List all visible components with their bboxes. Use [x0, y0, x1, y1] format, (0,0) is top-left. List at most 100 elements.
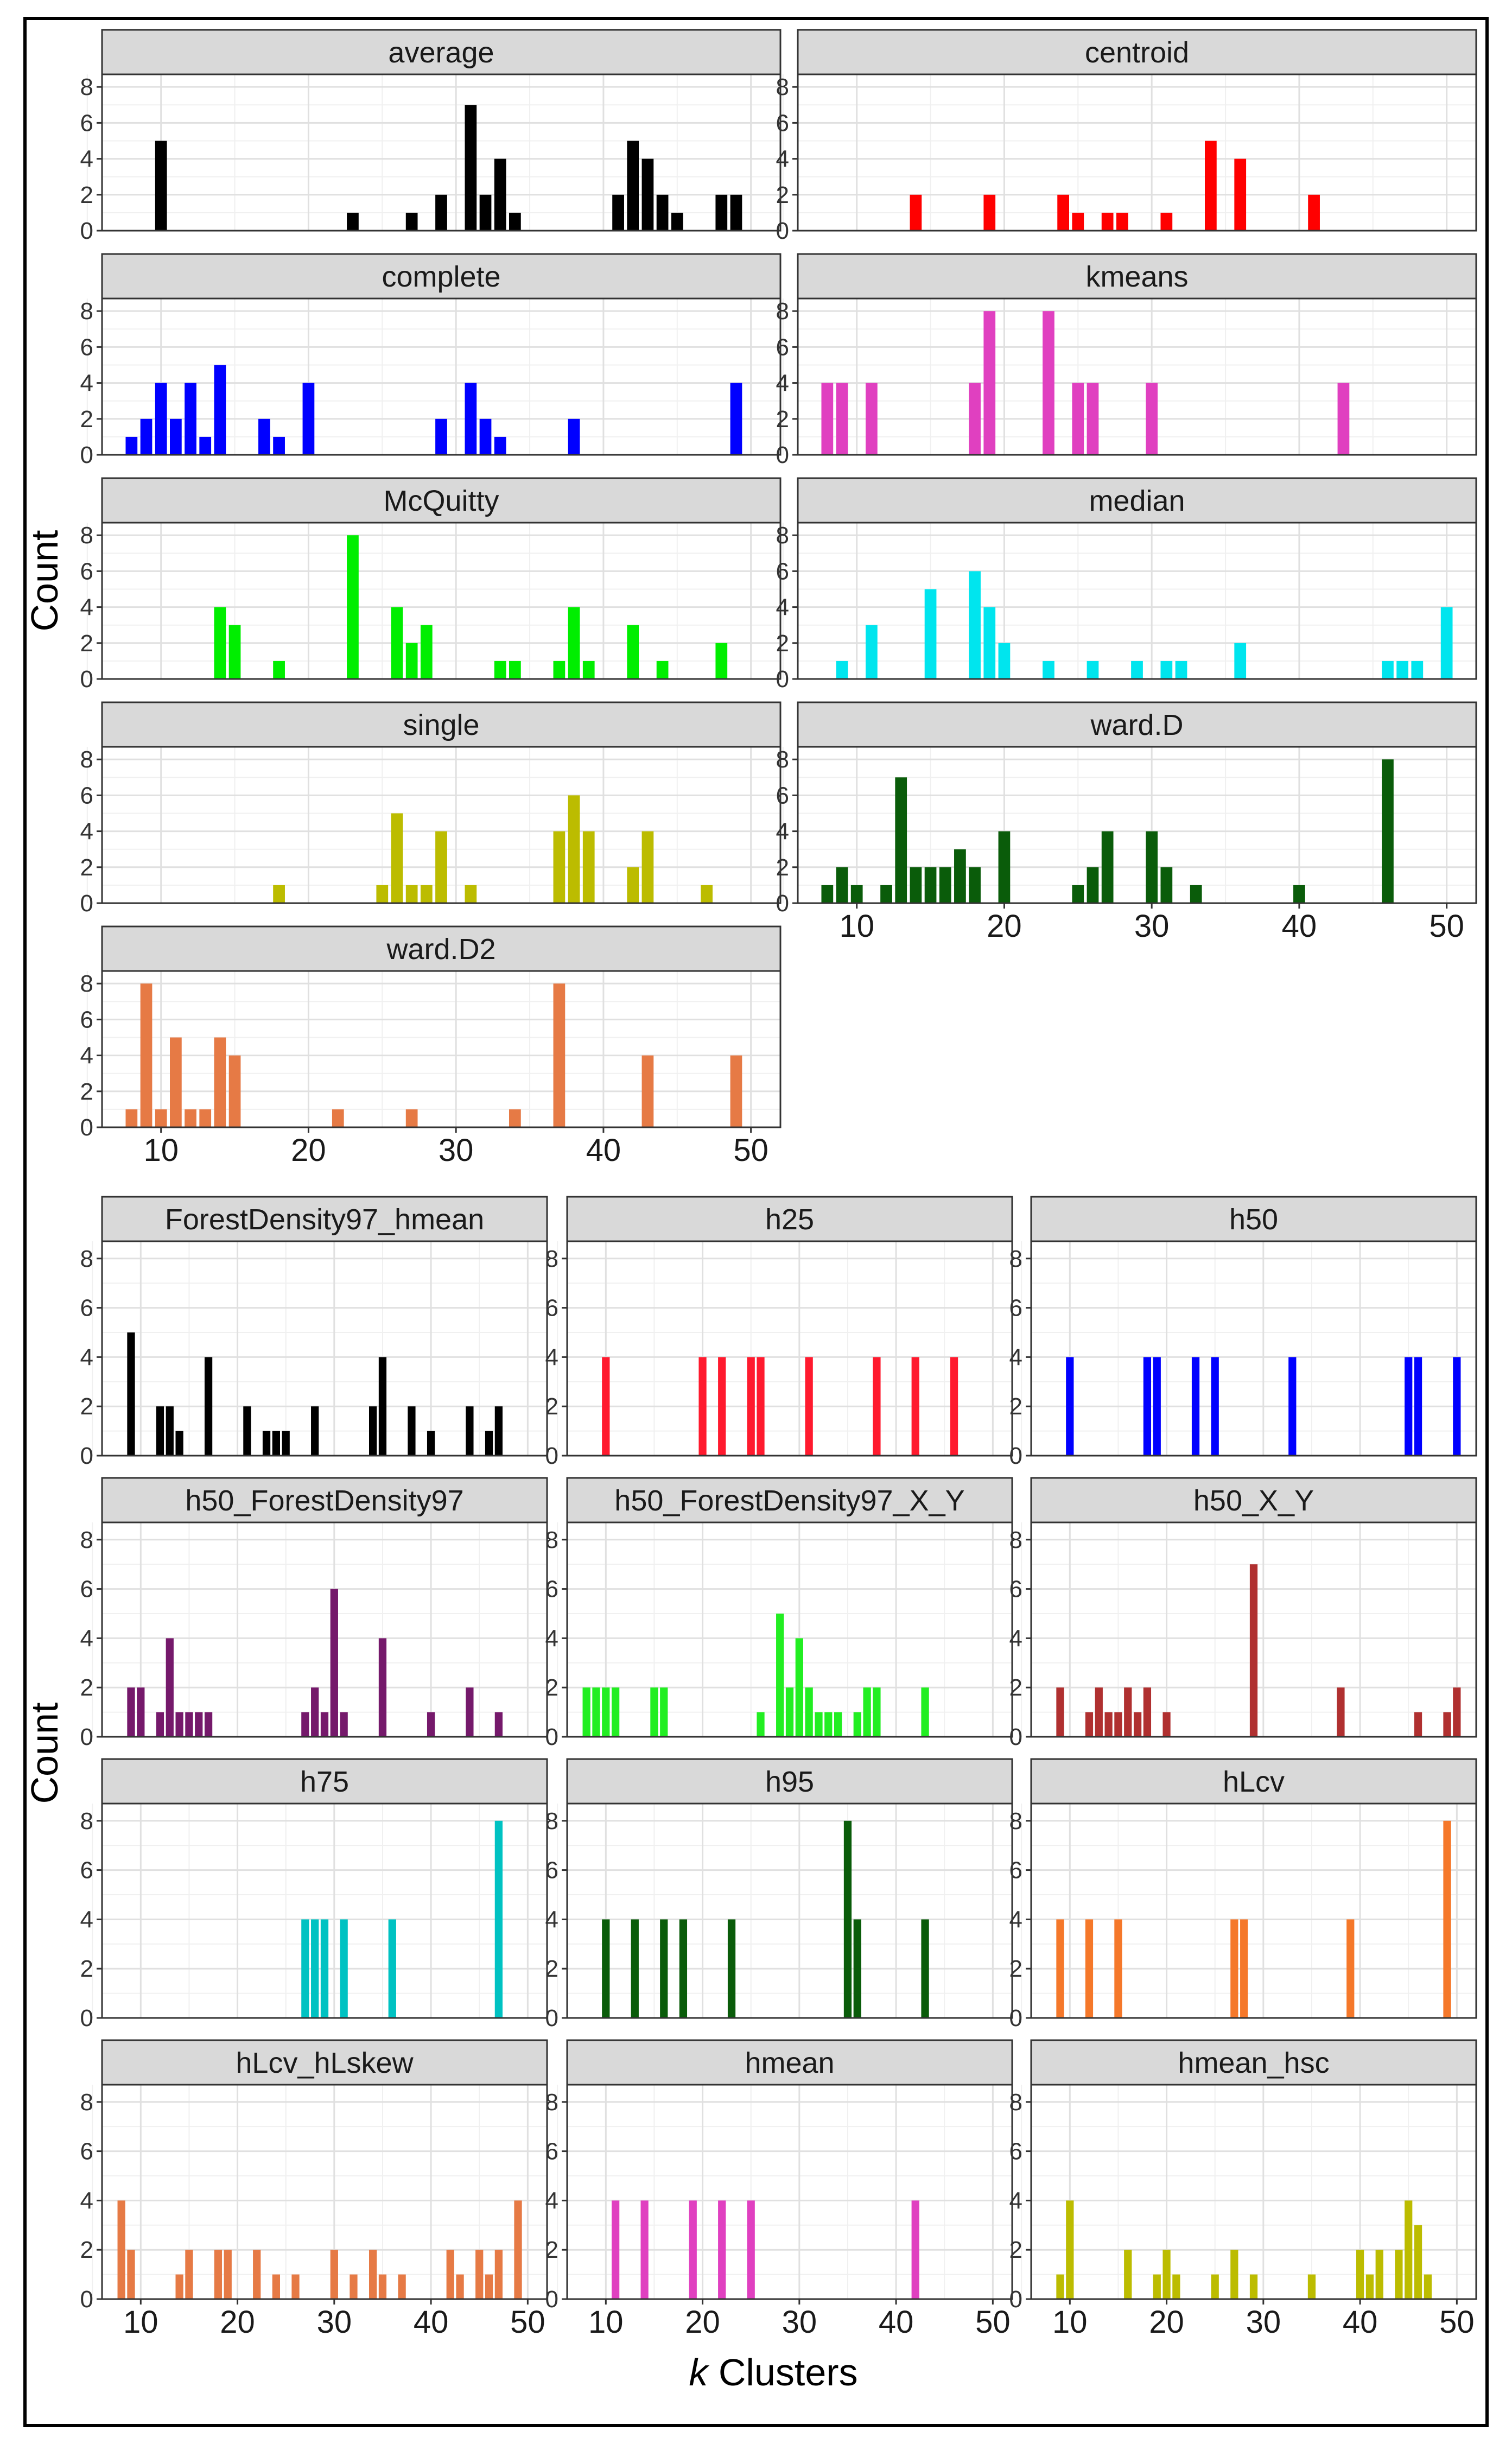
bar-h25	[950, 1357, 958, 1456]
bar-average	[155, 141, 167, 231]
bar-h50-x-y	[1056, 1687, 1064, 1737]
y-tick-label: 8	[80, 1808, 93, 1834]
bar-hlcv-hlskew	[446, 2250, 454, 2299]
panel-h50-forestdensity97: h50_ForestDensity97 0 2 4 6 8	[80, 1477, 548, 1750]
bar-h25	[718, 1357, 726, 1456]
bar-mcquitty	[228, 625, 241, 679]
bar-h50-forestdensity97-x-y	[795, 1638, 803, 1737]
y-tick-label: 8	[80, 74, 93, 100]
y-tick-label: 6	[545, 1295, 558, 1322]
y-tick-label: 6	[80, 1857, 93, 1884]
y-tick-label: 0	[80, 442, 93, 468]
panel-hmean-hsc: hmean_hsc 0 2 4 6 8 10 20 30 40 50	[1009, 2039, 1477, 2340]
y-tick-label: 2	[80, 1674, 93, 1701]
bar-centroid	[983, 194, 996, 231]
y-tick-label: 8	[80, 522, 93, 549]
strip-median	[797, 477, 1477, 524]
bar-hmean-hsc	[1153, 2274, 1161, 2299]
bar-centroid	[1072, 212, 1084, 231]
bar-average	[494, 158, 506, 231]
bar-complete	[568, 418, 580, 455]
bar-forestdensity97-hmean	[494, 1406, 503, 1456]
bar-h50	[1211, 1357, 1219, 1456]
bar-h50-forestdensity97-x-y	[873, 1687, 881, 1737]
y-tick-label: 0	[776, 666, 789, 693]
y-tick-label: 8	[776, 746, 789, 773]
panel-hlcv-hlskew: hLcv_hLskew 0 2 4 6 8 10 20 30 40 50	[80, 2039, 548, 2340]
y-tick-label: 8	[776, 74, 789, 100]
bar-h50-forestdensity97-x-y	[863, 1687, 871, 1737]
bar-complete	[185, 383, 196, 455]
plot-bg-hlcv-hlskew	[102, 2085, 547, 2299]
bar-kmeans	[1043, 311, 1054, 455]
bar-forestdensity97-hmean	[282, 1431, 290, 1456]
bar-median	[1234, 643, 1247, 679]
bar-ward-d2	[155, 1109, 167, 1127]
bar-forestdensity97-hmean	[166, 1406, 174, 1456]
strip-label-h75: h75	[300, 1766, 349, 1798]
bar-centroid	[1160, 212, 1173, 231]
bar-h50-forestdensity97	[427, 1712, 435, 1737]
y-tick-label: 4	[776, 818, 789, 845]
bar-hlcv-hlskew	[224, 2250, 232, 2299]
strip-label-median: median	[1089, 485, 1185, 517]
bar-hmean-hsc	[1172, 2274, 1180, 2299]
bar-h95	[660, 1919, 668, 2018]
y-tick-label: 6	[776, 334, 789, 360]
bar-ward-d2	[641, 1055, 654, 1127]
bar-h50-x-y	[1143, 1687, 1152, 1737]
y-tick-label: 4	[80, 2187, 93, 2214]
bar-hlcv-hlskew	[185, 2250, 193, 2299]
bar-complete	[155, 383, 167, 455]
bar-forestdensity97-hmean	[485, 1431, 493, 1456]
bar-h50-forestdensity97	[185, 1712, 193, 1737]
bar-hmean-hsc	[1307, 2274, 1316, 2299]
bar-h50-forestdensity97-x-y	[592, 1687, 600, 1737]
x-tick-label: 50	[1439, 2305, 1475, 2340]
bar-complete	[465, 383, 477, 455]
y-tick-label: 4	[80, 370, 93, 397]
x-axis-title-k: k	[689, 2351, 709, 2394]
y-tick-label: 8	[80, 970, 93, 997]
bar-hmean-hsc	[1211, 2274, 1219, 2299]
bar-centroid	[1116, 212, 1128, 231]
bar-ward-d2	[125, 1109, 138, 1127]
bar-hlcv-hlskew	[475, 2250, 484, 2299]
bar-h75	[301, 1919, 309, 2018]
bar-h50-forestdensity97-x-y	[602, 1687, 610, 1737]
y-tick-label: 2	[80, 2237, 93, 2263]
bar-h25	[757, 1357, 765, 1456]
bar-forestdensity97-hmean	[311, 1406, 319, 1456]
bar-kmeans	[1337, 383, 1350, 455]
y-tick-label: 0	[1009, 2005, 1022, 2032]
y-tick-label: 0	[1009, 1443, 1022, 1469]
y-tick-label: 4	[545, 1344, 558, 1370]
bar-hlcv-hlskew	[369, 2250, 377, 2299]
bar-forestdensity97-hmean	[466, 1406, 474, 1456]
x-tick-label: 20	[987, 909, 1022, 944]
y-tick-label: 2	[776, 182, 789, 208]
panel-kmeans: kmeans 0 2 4 6 8	[776, 253, 1477, 468]
bar-average	[627, 141, 639, 231]
bar-forestdensity97-hmean	[156, 1406, 164, 1456]
bar-centroid	[1205, 141, 1217, 231]
bar-h95	[843, 1820, 852, 2018]
plot-border-hmean	[566, 2084, 1013, 2300]
bar-h50	[1153, 1357, 1161, 1456]
bar-h95	[631, 1919, 639, 2018]
bar-average	[671, 212, 683, 231]
y-tick-label: 2	[545, 1393, 558, 1420]
y-tick-label: 0	[545, 1724, 558, 1750]
plot-bg-hlcv	[1031, 1804, 1476, 2018]
bar-hmean	[640, 2200, 649, 2299]
bar-h50-forestdensity97	[127, 1687, 135, 1737]
bar-median	[1411, 661, 1424, 679]
bar-h25	[747, 1357, 755, 1456]
bar-h95	[602, 1919, 610, 2018]
bar-h50-x-y	[1249, 1564, 1258, 1737]
plot-border-ward-d2	[101, 970, 782, 1128]
y-tick-label: 2	[80, 1956, 93, 1982]
bar-forestdensity97-hmean	[262, 1431, 271, 1456]
bar-median	[1440, 607, 1453, 679]
plot-border-h95	[566, 1802, 1013, 2019]
